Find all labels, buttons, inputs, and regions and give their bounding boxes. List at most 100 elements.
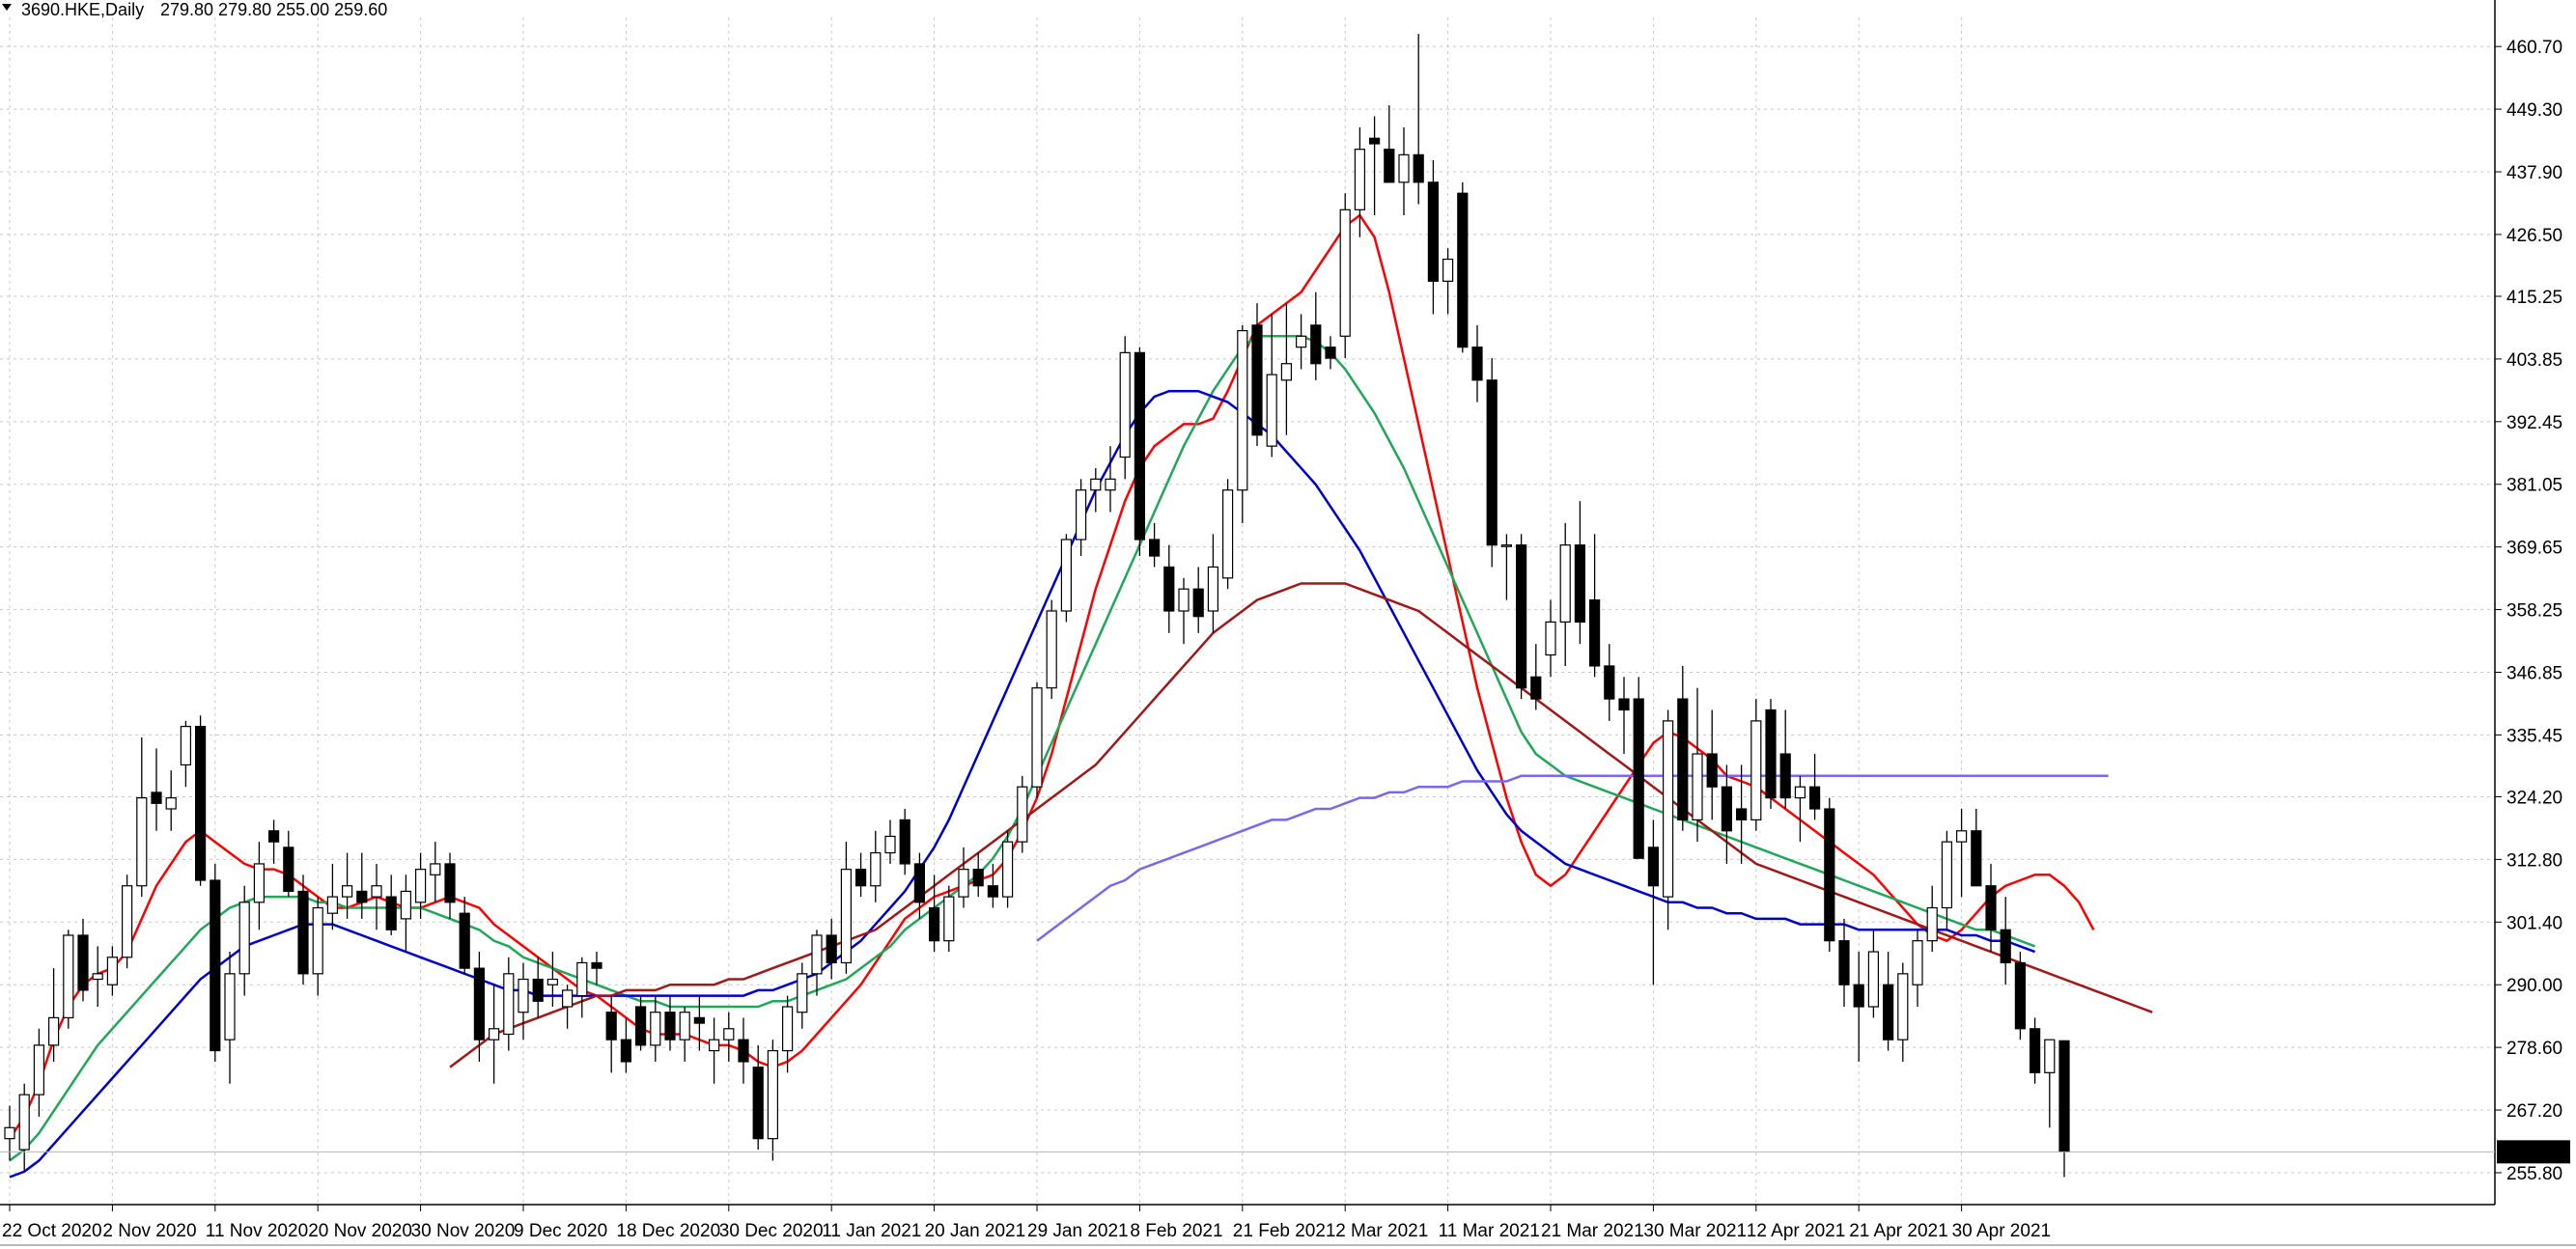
y-tick-label: 346.85 — [2506, 663, 2562, 683]
y-tick-label: 255.80 — [2506, 1164, 2562, 1184]
candle — [400, 874, 411, 953]
last-price-label: 259.60 — [2503, 1143, 2559, 1163]
candle-body-up — [1017, 786, 1028, 843]
candle — [385, 874, 397, 935]
y-tick-label: 278.60 — [2506, 1039, 2562, 1059]
candle-body-up — [1955, 830, 1968, 843]
candle-body-up — [1500, 544, 1513, 547]
candle — [1266, 314, 1277, 458]
candle — [1163, 544, 1175, 633]
candle — [371, 863, 382, 930]
candle-body-down — [195, 725, 207, 881]
candle — [1427, 160, 1440, 315]
candle-body-up — [47, 1016, 60, 1046]
candle-body-down — [444, 863, 456, 903]
candle — [1604, 644, 1615, 721]
candle — [1735, 764, 1748, 864]
candle — [136, 736, 148, 898]
candle — [503, 957, 515, 1051]
candle-body-down — [1853, 984, 1864, 1008]
candle — [679, 1007, 690, 1062]
candle-body-down — [77, 934, 89, 991]
candle-body-up — [1105, 478, 1116, 491]
candle-body-down — [899, 819, 910, 865]
candle-body-up — [1046, 610, 1057, 689]
candle-body-up — [1398, 153, 1410, 183]
candle — [1354, 126, 1366, 237]
y-tick-label: 369.65 — [2506, 539, 2562, 559]
candle-body-down — [664, 1012, 676, 1041]
candle-body-down — [605, 1012, 617, 1041]
candle — [1001, 830, 1014, 908]
x-tick-label: 30 Mar 2021 — [1643, 1221, 1747, 1241]
candle-body-up — [767, 1049, 779, 1140]
candle-body-up — [1545, 621, 1556, 656]
candle-body-down — [459, 912, 470, 969]
candle-body-up — [1559, 544, 1571, 623]
candle-body-up — [1897, 973, 1909, 1041]
candle — [1046, 599, 1057, 700]
candle-body-up — [708, 1039, 720, 1052]
candle-body-up — [92, 973, 103, 981]
candle-body-up — [1941, 841, 1953, 909]
candle-body-down — [1530, 676, 1542, 700]
candle-body-up — [1266, 374, 1277, 447]
candle-body-up — [430, 863, 441, 875]
candle-body-up — [165, 797, 177, 810]
candle-body-up — [1237, 329, 1248, 491]
last-price-badge — [2497, 1140, 2570, 1164]
candle — [415, 852, 427, 919]
candle-body-down — [634, 1006, 647, 1046]
candle-body-up — [4, 1126, 15, 1140]
x-tick-label: 9 Dec 2020 — [514, 1221, 607, 1241]
candle — [1178, 577, 1190, 645]
candle — [532, 957, 544, 1018]
candle-body-down — [1735, 808, 1748, 820]
candle-body-up — [1178, 588, 1190, 612]
candle-body-down — [2000, 929, 2011, 964]
candle-body-down — [826, 934, 837, 964]
candle-body-up — [2044, 1039, 2056, 1073]
candle — [576, 957, 588, 1018]
candle — [33, 1028, 45, 1117]
price-axis: 460.70 449.30 437.90 426.50 415.25 403.85 392.… — [0, 38, 2570, 1184]
candle — [1442, 248, 1454, 315]
candle — [1398, 126, 1410, 215]
candle — [2014, 952, 2026, 1041]
y-tick-label: 381.05 — [2506, 476, 2562, 496]
candle-body-up — [840, 869, 853, 964]
candle — [546, 952, 559, 1007]
ma-line-5 — [1036, 774, 2109, 942]
candle — [1545, 599, 1556, 678]
candle — [165, 770, 177, 831]
candle-body-down — [1515, 544, 1527, 689]
candle — [899, 809, 910, 875]
candle-body-down — [1310, 324, 1322, 365]
candle — [473, 952, 485, 1062]
gridlines — [0, 17, 2495, 1205]
candle — [356, 852, 368, 919]
candle-body-up — [326, 896, 338, 914]
y-tick-label: 324.20 — [2506, 788, 2562, 808]
x-tick-label: 21 Mar 2021 — [1541, 1221, 1644, 1241]
candle — [1471, 324, 1483, 402]
moving-average-lines — [8, 213, 2153, 1179]
candle-body-down — [1765, 708, 1777, 799]
dropdown-triangle-icon[interactable] — [2, 4, 12, 11]
candle-body-down — [1971, 830, 1982, 887]
x-tick-label: 30 Dec 2020 — [719, 1221, 824, 1241]
candle — [1882, 952, 1894, 1051]
x-tick-label: 20 Nov 2020 — [308, 1221, 412, 1241]
candle — [1237, 324, 1248, 523]
candle — [268, 819, 280, 864]
candle — [1384, 105, 1395, 183]
candle — [650, 995, 661, 1062]
candle-body-up — [1001, 841, 1014, 898]
y-tick-label: 460.70 — [2506, 38, 2562, 58]
candle-body-up — [781, 1006, 794, 1052]
candle-body-up — [1090, 478, 1102, 491]
candle-body-down — [2030, 1028, 2041, 1073]
candle-body-up — [870, 851, 882, 887]
